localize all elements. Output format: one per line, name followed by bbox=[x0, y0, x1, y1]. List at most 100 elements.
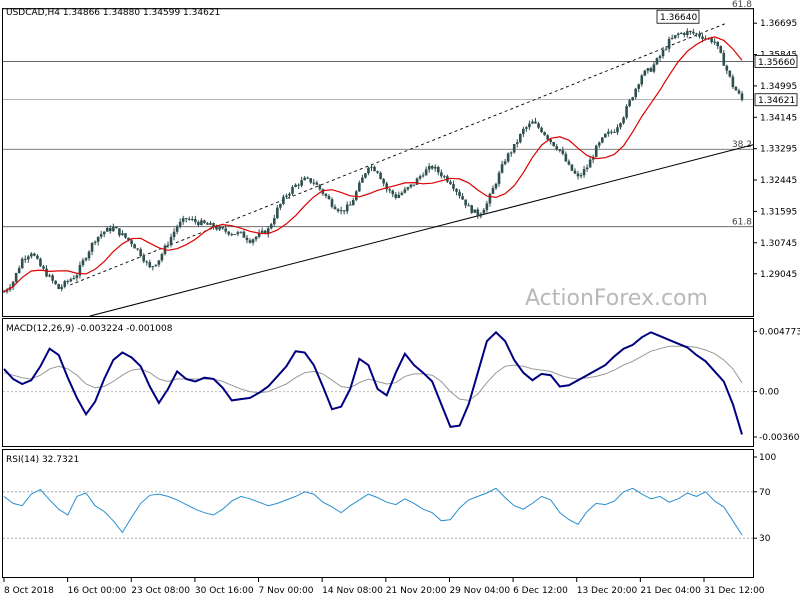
candle bbox=[169, 233, 173, 248]
x-tick-label: 31 Dec 12:00 bbox=[704, 586, 765, 596]
price-y-tick-label: 1.34145 bbox=[760, 113, 797, 123]
macd-signal-line bbox=[3, 345, 743, 401]
candle bbox=[351, 197, 355, 206]
candle bbox=[655, 57, 659, 66]
price-panel-frame bbox=[2, 8, 754, 317]
candle bbox=[115, 226, 118, 229]
candle bbox=[184, 217, 188, 223]
candle bbox=[391, 189, 395, 198]
candle bbox=[567, 159, 571, 166]
candle bbox=[540, 126, 543, 134]
candle bbox=[664, 46, 668, 51]
candle bbox=[257, 229, 261, 239]
candle bbox=[625, 104, 628, 120]
candle bbox=[549, 138, 552, 145]
moving-average-line bbox=[3, 36, 743, 293]
candle bbox=[436, 165, 440, 176]
candle bbox=[670, 34, 674, 40]
candle bbox=[342, 210, 346, 215]
candle bbox=[716, 41, 720, 50]
candle bbox=[102, 231, 106, 238]
candle bbox=[613, 129, 616, 134]
candle bbox=[689, 30, 692, 35]
candle bbox=[172, 228, 176, 241]
candle bbox=[679, 31, 683, 35]
candle bbox=[269, 222, 273, 230]
candle bbox=[427, 163, 431, 173]
candle bbox=[394, 191, 398, 200]
candle bbox=[87, 250, 91, 261]
candle bbox=[692, 28, 695, 35]
candle bbox=[51, 273, 54, 284]
candle bbox=[616, 124, 619, 135]
candle bbox=[591, 154, 595, 164]
candle bbox=[36, 254, 39, 260]
candle bbox=[221, 226, 224, 230]
candle bbox=[506, 152, 510, 163]
rsi-y-tick-label: 70 bbox=[759, 488, 771, 498]
macd-panel-frame bbox=[2, 318, 754, 447]
price-y-tick-label: 1.33295 bbox=[760, 145, 797, 155]
candle bbox=[81, 257, 85, 268]
candle bbox=[443, 174, 446, 179]
candle bbox=[48, 273, 51, 278]
candle bbox=[634, 87, 638, 100]
candle bbox=[433, 164, 437, 172]
candle bbox=[415, 177, 419, 185]
level-price-label: 1.35660 bbox=[758, 58, 795, 68]
candle bbox=[230, 232, 234, 237]
candle bbox=[166, 241, 170, 249]
candle bbox=[333, 204, 337, 210]
candle bbox=[285, 193, 288, 199]
candle bbox=[640, 74, 644, 87]
candle bbox=[403, 186, 407, 194]
candle bbox=[473, 209, 477, 213]
candle bbox=[11, 280, 15, 291]
candle bbox=[354, 190, 358, 202]
candle bbox=[279, 203, 282, 211]
candle bbox=[175, 224, 179, 235]
candle bbox=[449, 179, 452, 185]
candle bbox=[488, 192, 492, 207]
candle bbox=[695, 32, 698, 37]
candle bbox=[719, 45, 723, 54]
price-y-tick-label: 1.29045 bbox=[760, 270, 797, 280]
candle bbox=[552, 141, 556, 147]
x-tick-label: 21 Dec 04:00 bbox=[640, 586, 701, 596]
candle bbox=[576, 170, 580, 180]
candle bbox=[734, 85, 738, 91]
candle bbox=[461, 193, 464, 200]
candle bbox=[518, 133, 522, 144]
x-tick-label: 30 Oct 16:00 bbox=[195, 586, 254, 596]
candle bbox=[54, 280, 57, 285]
candle bbox=[607, 128, 610, 137]
candle bbox=[561, 146, 565, 156]
candle bbox=[373, 165, 376, 172]
candle bbox=[99, 231, 103, 239]
candle bbox=[385, 181, 388, 193]
candle bbox=[124, 233, 127, 239]
candle bbox=[570, 164, 574, 172]
candle bbox=[628, 98, 631, 108]
candle bbox=[136, 248, 139, 251]
candle bbox=[737, 88, 741, 95]
candle bbox=[676, 32, 680, 39]
candle bbox=[579, 172, 583, 179]
candle bbox=[63, 279, 67, 289]
x-tick-label: 21 Nov 20:00 bbox=[386, 586, 447, 596]
rsi-panel-frame bbox=[2, 449, 754, 578]
candle bbox=[588, 155, 592, 168]
candle bbox=[558, 149, 562, 153]
candle bbox=[631, 96, 634, 101]
candle bbox=[327, 194, 331, 200]
candle bbox=[649, 66, 653, 73]
candle bbox=[698, 31, 701, 39]
candle bbox=[406, 186, 410, 191]
candle bbox=[197, 220, 200, 227]
candle bbox=[643, 69, 647, 77]
candle bbox=[564, 151, 568, 162]
candle bbox=[485, 200, 489, 213]
candle bbox=[17, 265, 21, 274]
candle bbox=[20, 257, 24, 269]
